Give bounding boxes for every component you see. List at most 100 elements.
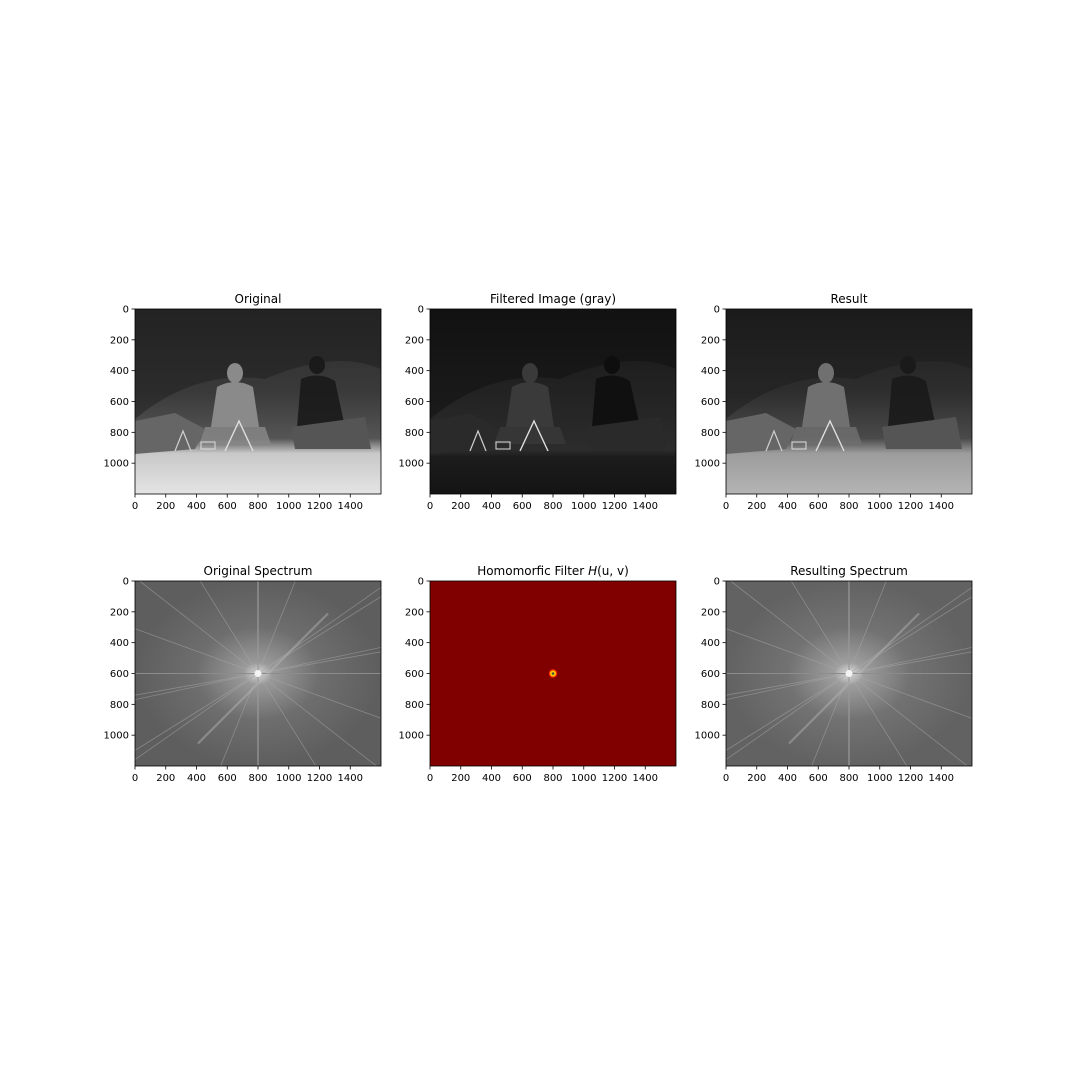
y-tick-label: 600	[110, 669, 129, 680]
tripod-left	[174, 429, 192, 452]
figure-right-body	[888, 375, 936, 427]
panel-title: Original	[235, 292, 282, 306]
y-tick-label: 600	[701, 397, 720, 408]
spectrum-dc-peak	[845, 670, 853, 677]
panel-image	[430, 309, 676, 494]
tripod-center	[519, 419, 549, 452]
figure-right-head	[309, 356, 325, 374]
x-tick-label: 800	[543, 773, 562, 784]
panel-title: Result	[830, 292, 867, 306]
y-tick-label: 400	[110, 638, 129, 649]
figure-right-head	[604, 356, 620, 374]
y-tick-label: 1000	[399, 731, 424, 742]
cave-wall	[430, 309, 676, 419]
y-tick-label: 0	[418, 305, 424, 316]
y-tick-label: 200	[110, 607, 129, 618]
x-tick-label: 1400	[929, 773, 954, 784]
panel-resulting-spectrum: Resulting Spectrum 0 200 400 600 800 1000 1200 1…	[695, 564, 973, 784]
x-tick-label: 1200	[602, 773, 627, 784]
y-tick-label: 800	[405, 428, 424, 439]
panel-image	[726, 309, 972, 494]
x-tick-label: 1200	[898, 501, 923, 512]
figure-left-body	[211, 382, 259, 427]
x-tick-label: 400	[187, 501, 206, 512]
image-background	[430, 309, 676, 494]
figure-left-body	[802, 382, 850, 427]
x-tick-label: 600	[513, 501, 532, 512]
figure-right-legs	[882, 417, 962, 449]
figure-left-head	[522, 363, 538, 383]
x-tick-label: 800	[543, 501, 562, 512]
figure-left-body	[506, 382, 554, 427]
x-tick-label: 0	[132, 773, 138, 784]
y-tick-label: 600	[405, 397, 424, 408]
x-tick-label: 400	[778, 501, 797, 512]
x-tick-label: 600	[809, 773, 828, 784]
spectrum-diagonal-band	[197, 612, 329, 745]
y-tick-label: 1000	[399, 459, 424, 470]
y-tick-label: 200	[701, 607, 720, 618]
x-tick-label: 200	[747, 501, 766, 512]
x-tick-label: 0	[723, 501, 729, 512]
spectrum-dc-peak	[254, 670, 262, 677]
x-tick-label: 600	[513, 773, 532, 784]
x-tick-label: 1400	[338, 773, 363, 784]
spectrum-diagonal-band	[788, 612, 920, 745]
x-tick-label: 1200	[307, 773, 332, 784]
x-tick-label: 1400	[929, 501, 954, 512]
x-tick-label: 1400	[338, 501, 363, 512]
figure-right-legs	[291, 417, 371, 449]
y-tick-label: 0	[714, 577, 720, 588]
y-tick-label: 200	[405, 335, 424, 346]
image-background	[726, 309, 972, 494]
lamp	[200, 441, 216, 450]
y-tick-label: 0	[123, 305, 129, 316]
x-tick-label: 200	[156, 501, 175, 512]
x-tick-label: 1000	[571, 773, 596, 784]
y-tick-label: 400	[701, 366, 720, 377]
y-tick-label: 0	[123, 577, 129, 588]
x-tick-label: 1000	[571, 501, 596, 512]
panel-image	[135, 581, 381, 766]
figure-left-head	[818, 363, 834, 383]
x-tick-label: 0	[427, 501, 433, 512]
y-tick-label: 800	[110, 700, 129, 711]
panel-image	[135, 309, 381, 494]
x-tick-label: 1000	[867, 501, 892, 512]
x-tick-label: 400	[482, 773, 501, 784]
cave-wall	[135, 309, 381, 419]
x-tick-label: 800	[248, 773, 267, 784]
y-tick-label: 200	[701, 335, 720, 346]
x-tick-label: 800	[839, 501, 858, 512]
x-tick-label: 1000	[276, 773, 301, 784]
y-tick-label: 1000	[695, 731, 720, 742]
y-tick-label: 600	[110, 397, 129, 408]
x-tick-label: 200	[156, 773, 175, 784]
panel-image	[726, 581, 972, 766]
panel-image	[430, 581, 676, 766]
y-tick-label: 600	[405, 669, 424, 680]
y-tick-label: 800	[110, 428, 129, 439]
y-tick-label: 800	[405, 700, 424, 711]
y-tick-label: 600	[701, 669, 720, 680]
y-tick-label: 1000	[104, 731, 129, 742]
y-tick-label: 1000	[104, 459, 129, 470]
x-tick-label: 200	[451, 501, 470, 512]
x-tick-label: 0	[723, 773, 729, 784]
figure-right-body	[592, 375, 640, 427]
figure-right-body	[297, 375, 345, 427]
y-tick-label: 400	[405, 366, 424, 377]
lamp	[791, 441, 807, 450]
panel-result: Result 0 200 400 600 800 1000 1200 1400 0 200 400 60…	[695, 292, 973, 512]
tripod-center	[224, 419, 254, 452]
filter-center	[551, 672, 555, 675]
panel-title: Resulting Spectrum	[790, 564, 908, 578]
x-tick-label: 1000	[276, 501, 301, 512]
tripod-center	[815, 419, 845, 452]
figure-right-head	[900, 356, 916, 374]
figure-left-legs	[790, 427, 862, 444]
x-tick-label: 1200	[898, 773, 923, 784]
x-tick-label: 800	[839, 773, 858, 784]
panel-filtered-image-gray: Filtered Image (gray) 0 200 400 600 800 1000 12…	[399, 292, 677, 512]
